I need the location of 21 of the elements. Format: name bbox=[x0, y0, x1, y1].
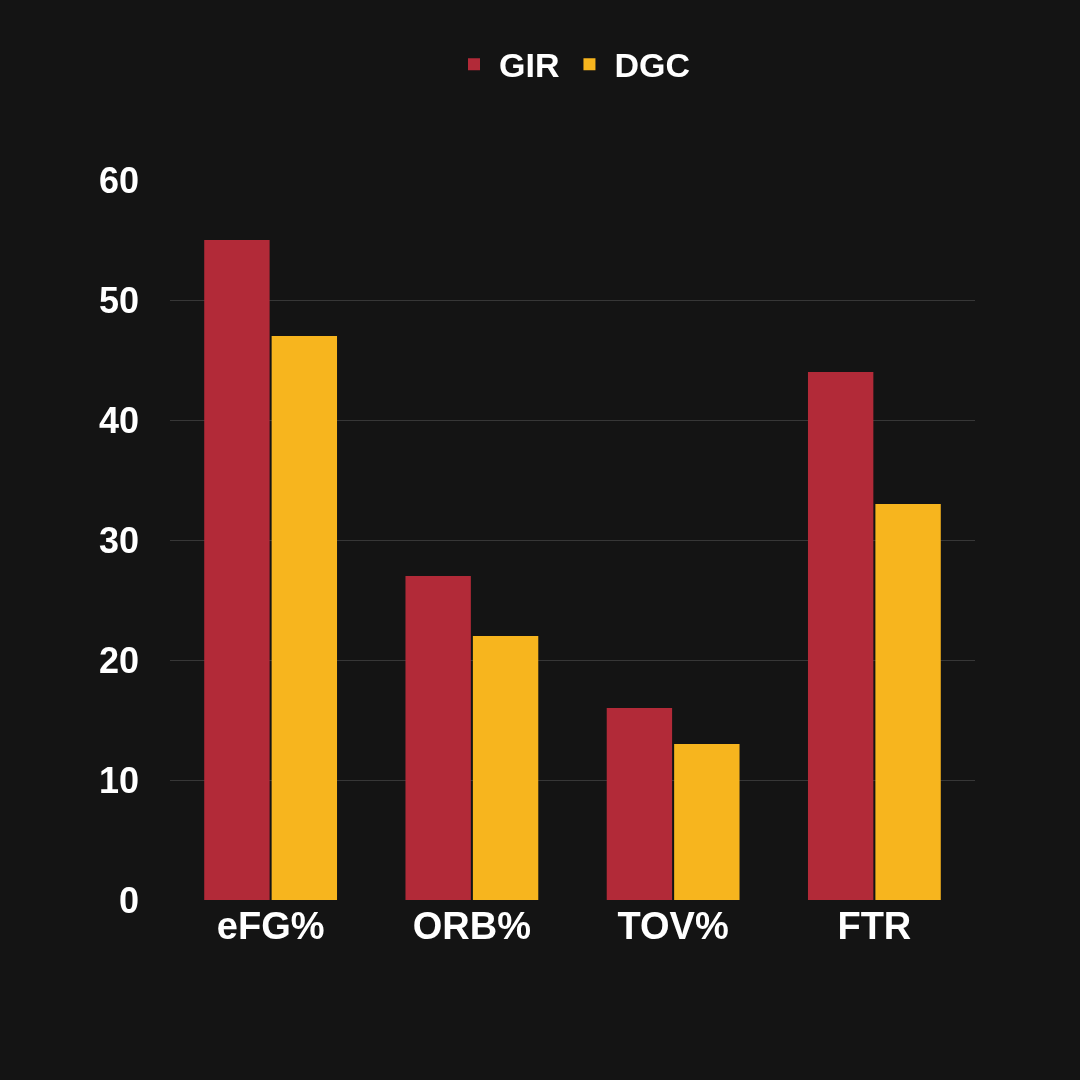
bar bbox=[606, 708, 673, 900]
y-tick-label: 40 bbox=[98, 399, 139, 441]
y-tick-label: 10 bbox=[98, 759, 139, 801]
legend-label: DGC bbox=[614, 46, 691, 85]
bar bbox=[472, 636, 539, 900]
x-tick-label: eFG% bbox=[216, 905, 325, 947]
x-tick-label: TOV% bbox=[617, 905, 729, 947]
y-tick-label: 0 bbox=[118, 879, 139, 921]
x-tick-label: FTR bbox=[837, 905, 912, 947]
bar bbox=[807, 372, 874, 900]
y-tick-label: 20 bbox=[98, 639, 139, 681]
y-tick-label: 50 bbox=[98, 279, 139, 321]
bar bbox=[674, 744, 740, 900]
y-tick-label: 60 bbox=[98, 159, 139, 201]
bar bbox=[405, 576, 471, 900]
legend-label: GIR bbox=[499, 46, 560, 85]
bar bbox=[875, 504, 941, 900]
bar bbox=[271, 336, 338, 900]
x-tick-label: ORB% bbox=[412, 905, 531, 947]
y-tick-label: 30 bbox=[98, 519, 139, 561]
bar bbox=[204, 240, 270, 900]
